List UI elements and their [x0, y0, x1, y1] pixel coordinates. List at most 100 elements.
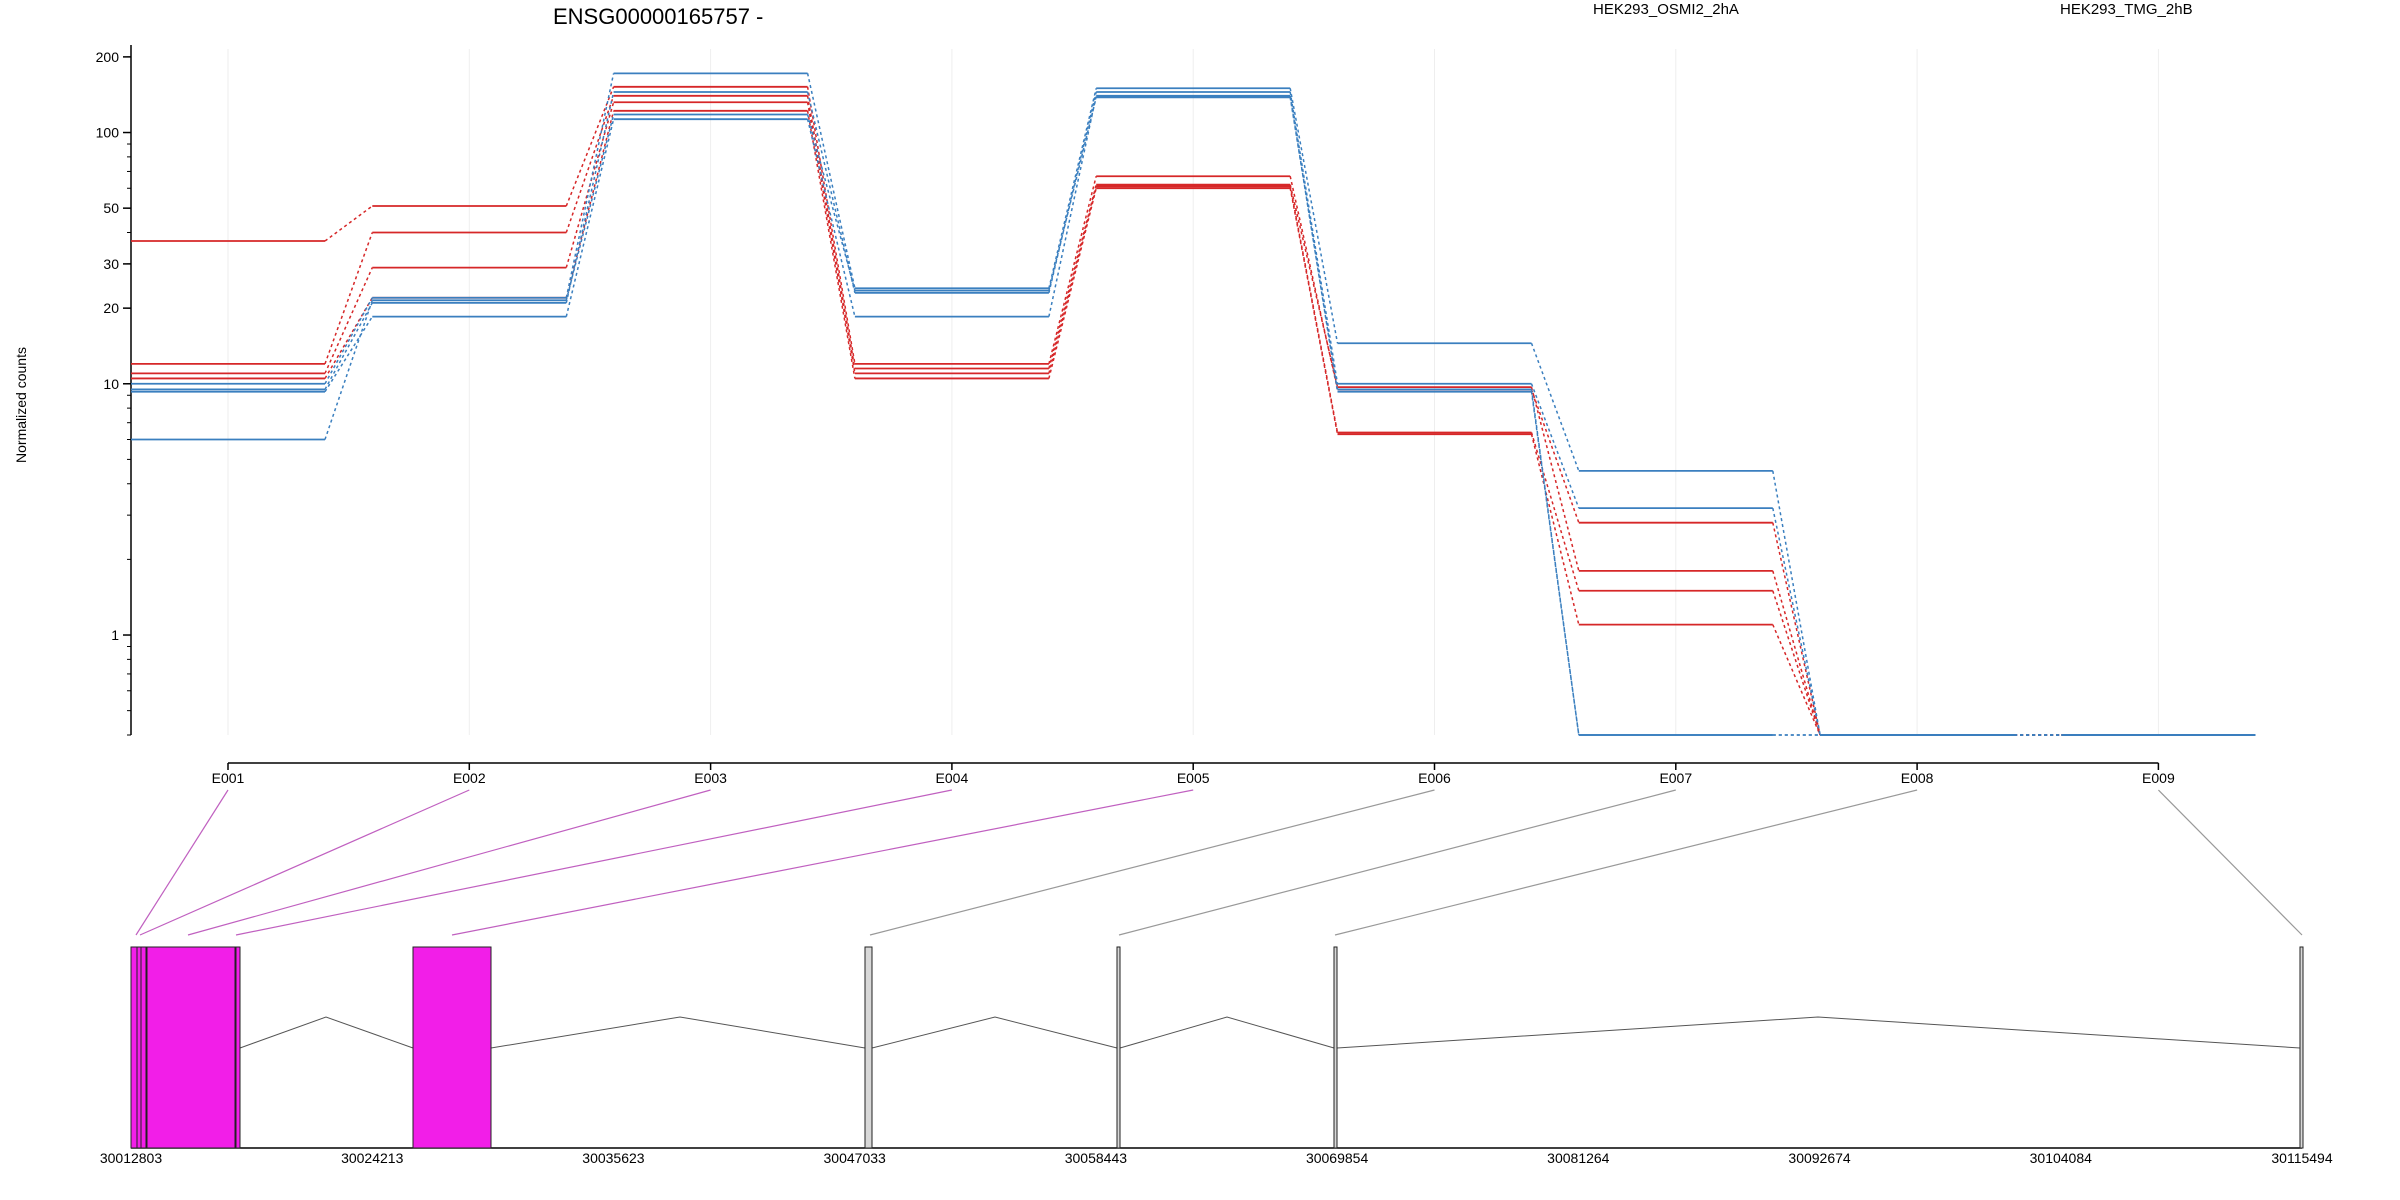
exon-box [2299, 946, 2304, 1149]
series-connector [1530, 391, 1580, 736]
exon-box [130, 946, 142, 1149]
series-connector [1772, 624, 1821, 736]
connector-E003 [187, 789, 711, 936]
series-connector [324, 267, 373, 374]
series-connector [324, 205, 373, 242]
series-connector [1289, 91, 1339, 384]
series-connector [1772, 522, 1821, 736]
x-tick-label-E003: E003 [694, 770, 727, 786]
coord-tick-label: 30024213 [341, 1150, 404, 1166]
x-tick-label-E007: E007 [1659, 770, 1692, 786]
series-connector [806, 95, 856, 369]
series-connector [324, 232, 374, 365]
gridlines [227, 49, 2159, 735]
connector-E005 [451, 789, 1194, 936]
series-connector [1289, 97, 1339, 390]
y-tick-label-100: 100 [96, 125, 120, 141]
intron-line [1336, 1016, 2301, 1049]
series-connector [324, 300, 374, 440]
exon-connectors [135, 789, 2303, 936]
series-connector [565, 95, 615, 233]
series-connector [806, 119, 856, 317]
exon-box [235, 946, 241, 1149]
connector-E009 [2157, 789, 2303, 936]
connector-E006 [869, 789, 1435, 936]
axes: 1 10 20 30 50 100 200 E001 E002 E003 E004 E005 E006 E… [96, 45, 2175, 786]
series-connector [1530, 386, 1580, 572]
x-tick-label-E004: E004 [936, 770, 969, 786]
y-axis-label: Normalized counts [13, 347, 29, 463]
gene-model: 30012803 30024213 30035623 30047033 30058443… [100, 946, 2333, 1166]
coord-tick-label: 30035623 [582, 1150, 645, 1166]
series-8 [131, 96, 2256, 736]
series-lines [131, 72, 2256, 736]
y-tick-label-1: 1 [111, 627, 119, 643]
series-connector [1289, 184, 1339, 388]
series-connector [806, 91, 856, 294]
series-connector [1772, 470, 1821, 736]
chart-title: ENSG00000165757 - [553, 4, 763, 29]
series-connector [1530, 389, 1580, 736]
connector-E002 [139, 789, 470, 936]
intron-line [1119, 1016, 1335, 1049]
series-connector [806, 73, 856, 289]
series-connector [1048, 184, 1097, 369]
y-tick-label-200: 200 [96, 49, 120, 65]
series-connector [1772, 570, 1821, 736]
series-connector [1530, 383, 1580, 509]
intron-line [490, 1016, 866, 1049]
y-tick-label-50: 50 [103, 200, 119, 216]
coord-tick-label: 30069854 [1306, 1150, 1369, 1166]
intron-line [239, 1016, 414, 1049]
legend-entry-tmg: HEK293_TMG_2hB [2060, 1, 2193, 18]
y-tick-label-30: 30 [103, 256, 119, 272]
series-connector [1530, 342, 1580, 472]
x-tick-label-E008: E008 [1901, 770, 1934, 786]
x-tick-label-E005: E005 [1177, 770, 1210, 786]
series-connector [565, 91, 615, 303]
intron-line [871, 1016, 1118, 1049]
series-connector [806, 102, 856, 374]
connector-E008 [1334, 789, 1918, 936]
series-connector [806, 114, 856, 291]
series-connector [1530, 434, 1580, 625]
coord-tick-label: 30092674 [1788, 1150, 1851, 1166]
series-connector [1772, 507, 1821, 736]
series-connector [565, 73, 615, 298]
series-connector [1048, 176, 1097, 365]
series-connector [1772, 590, 1821, 736]
series-connector [1048, 88, 1097, 289]
exon-box [146, 946, 237, 1149]
coord-tick-label: 30058443 [1065, 1150, 1128, 1166]
legend-entry-osmi2: HEK293_OSMI2_2hA [1593, 1, 1739, 18]
coord-tick-label: 30081264 [1547, 1150, 1610, 1166]
series-connector [565, 114, 615, 301]
coord-tick-label: 30047033 [824, 1150, 887, 1166]
series-connector [1048, 188, 1097, 379]
coord-tick-label: 30115494 [2271, 1150, 2332, 1166]
connector-E004 [235, 789, 953, 936]
exon-box [1116, 946, 1121, 1149]
series-connector [1048, 186, 1097, 374]
exon-box [864, 946, 873, 1149]
y-tick-label-20: 20 [103, 300, 119, 316]
series-connector [806, 86, 856, 365]
coord-tick-label: 30012803 [100, 1150, 163, 1166]
y-tick-label-10: 10 [103, 376, 119, 392]
series-connector [1289, 176, 1339, 390]
connector-E007 [1118, 789, 1676, 936]
series-connector [565, 119, 615, 317]
series-connector [324, 316, 373, 393]
x-tick-label-E009: E009 [2142, 770, 2175, 786]
exon-box [412, 946, 492, 1149]
x-tick-label-E006: E006 [1418, 770, 1451, 786]
connector-E001 [135, 789, 229, 936]
series-connector [1289, 88, 1339, 344]
coord-tick-label: 30104084 [2030, 1150, 2093, 1166]
x-tick-label-E001: E001 [212, 770, 245, 786]
series-connector [324, 302, 373, 390]
series-connector [1048, 91, 1097, 294]
series-connector [324, 297, 373, 385]
exon-box [1333, 946, 1338, 1149]
